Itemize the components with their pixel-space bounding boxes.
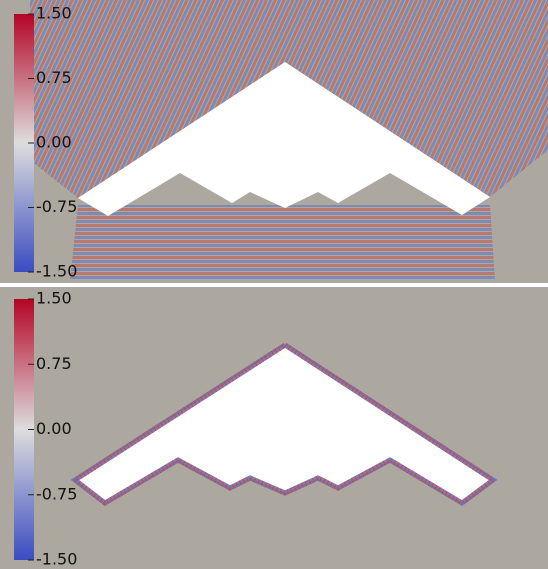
wave-field [70,205,495,280]
figure: 1.50 0.75 0.00 -0.75 -1.50 1.50 0.75 0.00 -0.75 -… [0,0,548,569]
colorbar-tick-label: 1.50 [36,289,72,308]
colorbar-tick-label: 0.75 [36,354,72,373]
colorbar-tick-label: 0.00 [36,133,72,152]
colorbar-tick-label: 1.50 [36,4,72,23]
colorbar-tick-label: 0.00 [36,419,72,438]
colorbar-tick-label: 0.75 [36,68,72,87]
colorbar-tick-label: -0.75 [36,197,77,216]
colorbar-tick-label: -1.50 [36,550,77,569]
colorbar-tick-label: -0.75 [36,484,77,503]
colorbar-tick-label: -1.50 [36,262,77,281]
